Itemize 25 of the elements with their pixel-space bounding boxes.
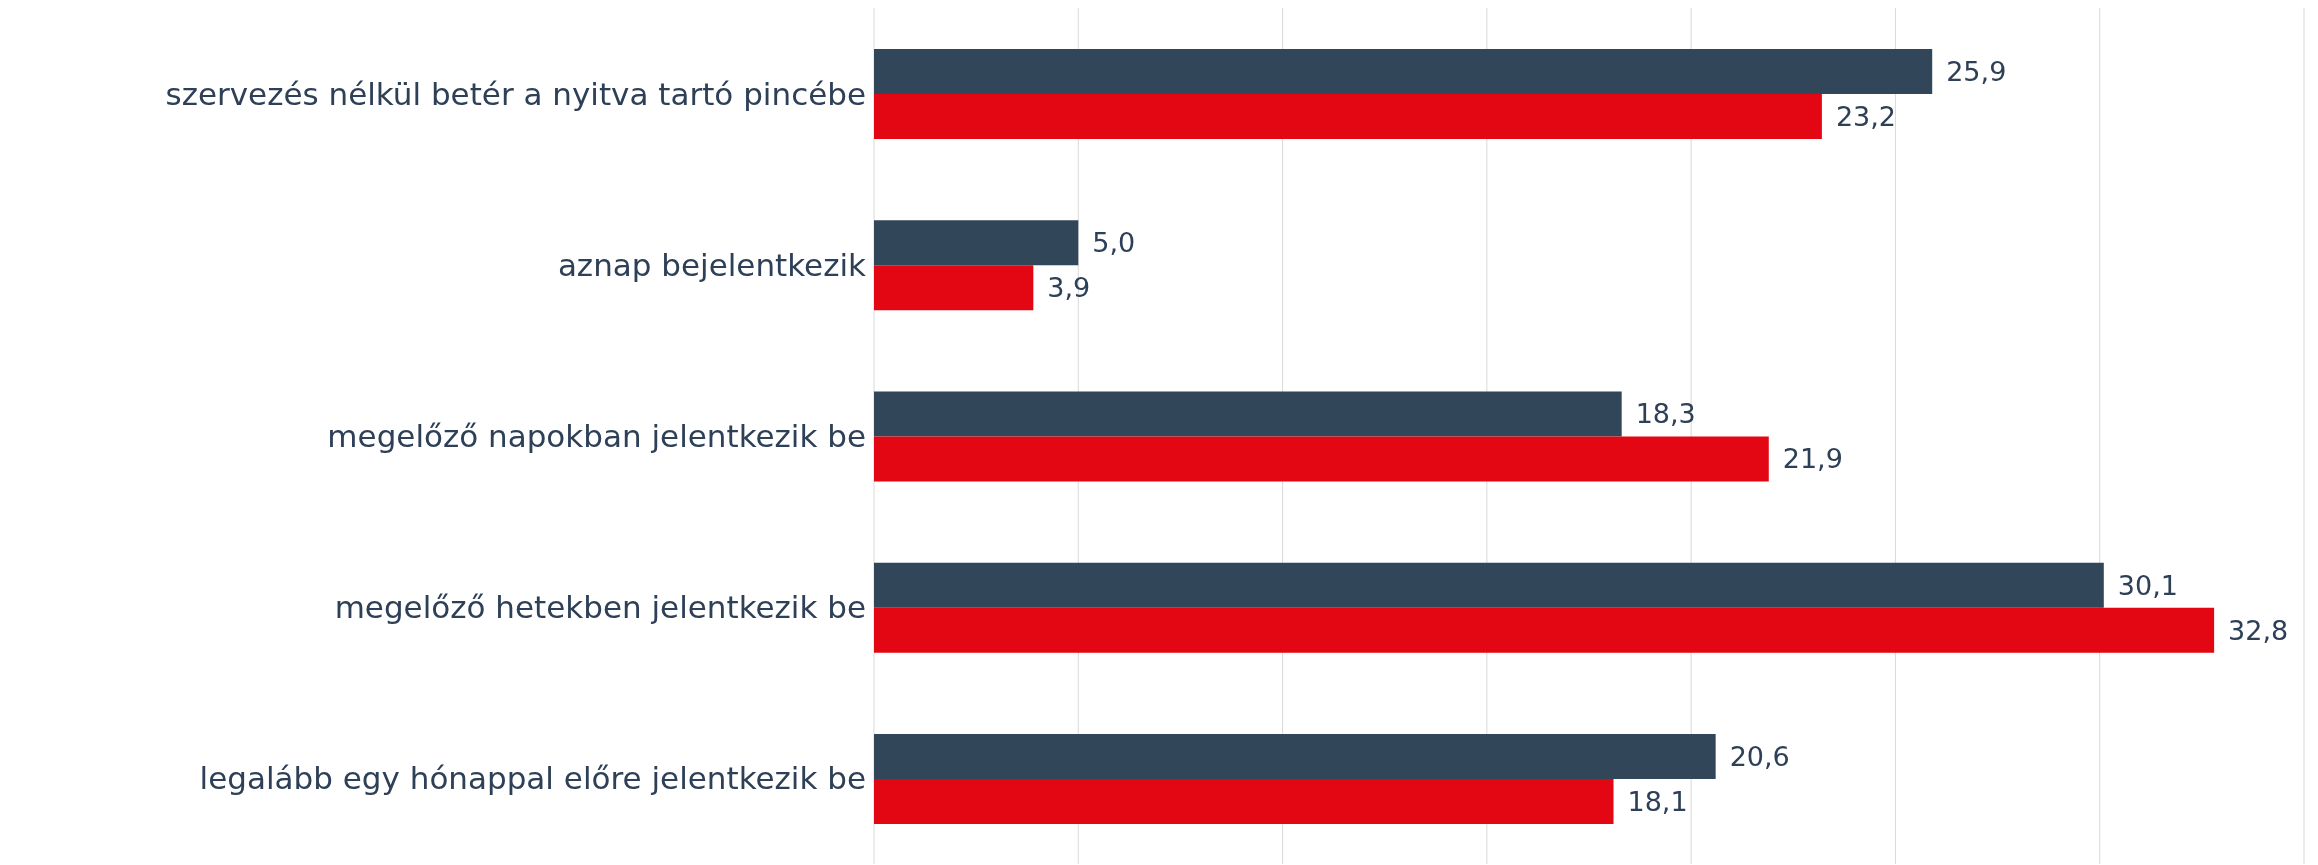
data-label: 3,9 [1047, 272, 1091, 304]
y-tick-label: megelőző hetekben jelentkezik be [334, 589, 866, 626]
data-label: 30,1 [2117, 569, 2178, 601]
bar [874, 778, 1614, 824]
bar [874, 391, 1622, 437]
data-label: 20,6 [1729, 740, 1790, 772]
bar [874, 220, 1079, 266]
bar [874, 562, 2104, 608]
bar [874, 265, 1034, 311]
data-label: 18,3 [1635, 398, 1696, 430]
y-tick-label: legalább egy hónappal előre jelentkezik be [199, 760, 866, 797]
bar [874, 733, 1716, 779]
data-label: 21,9 [1782, 443, 1843, 475]
y-tick-label: aznap bejelentkezik [557, 246, 867, 283]
y-tick-label: megelőző napokban jelentkezik be [327, 418, 866, 455]
data-label: 5,0 [1092, 227, 1136, 259]
data-label: 25,9 [1946, 56, 2007, 88]
bar [874, 94, 1822, 140]
bar [874, 49, 1933, 95]
y-tick-label: szervezés nélkül betér a nyitva tartó pincébe [165, 75, 866, 112]
bar [874, 607, 2215, 653]
bar [874, 436, 1769, 482]
data-label: 32,8 [2228, 614, 2289, 646]
data-label: 23,2 [1835, 101, 1897, 133]
data-label: 18,1 [1627, 785, 1688, 817]
